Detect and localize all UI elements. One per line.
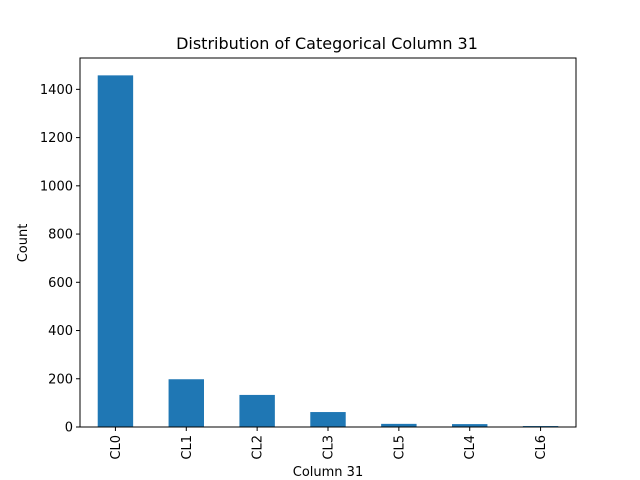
bar-cl2 xyxy=(239,394,275,427)
y-tick-label: 400 xyxy=(48,324,73,339)
bar-cl0 xyxy=(97,75,134,427)
y-tick-label: 600 xyxy=(48,276,73,291)
x-tick-label: CL1 xyxy=(180,435,195,460)
plot-area: 0 200 400 600 800 1000 1200 1400 CL0 CL1 CL2 CL3 CL5… xyxy=(40,75,559,460)
plot-frame xyxy=(79,57,577,428)
y-tick-label: 1000 xyxy=(40,179,73,194)
x-tick-label: CL0 xyxy=(109,435,124,460)
y-tick-label: 200 xyxy=(48,372,73,387)
x-tick-label: CL6 xyxy=(534,435,549,460)
y-axis-label: Count xyxy=(16,224,31,263)
x-tick-label: CL4 xyxy=(463,435,478,460)
chart-title: Distribution of Categorical Column 31 xyxy=(176,34,478,53)
bar-cl3 xyxy=(310,412,346,427)
y-tick-label: 800 xyxy=(48,228,73,243)
bar-cl1 xyxy=(168,379,204,427)
x-tick-label: CL2 xyxy=(251,435,266,460)
y-tick-label: 0 xyxy=(65,421,73,436)
x-tick-label: CL5 xyxy=(392,435,407,460)
y-tick-label: 1200 xyxy=(40,131,73,146)
y-tick-label: 1400 xyxy=(40,83,73,98)
x-tick-label: CL3 xyxy=(322,435,337,460)
bar-cl5 xyxy=(381,423,417,427)
bar-cl4 xyxy=(452,424,488,427)
x-axis-label: Column 31 xyxy=(293,465,363,480)
